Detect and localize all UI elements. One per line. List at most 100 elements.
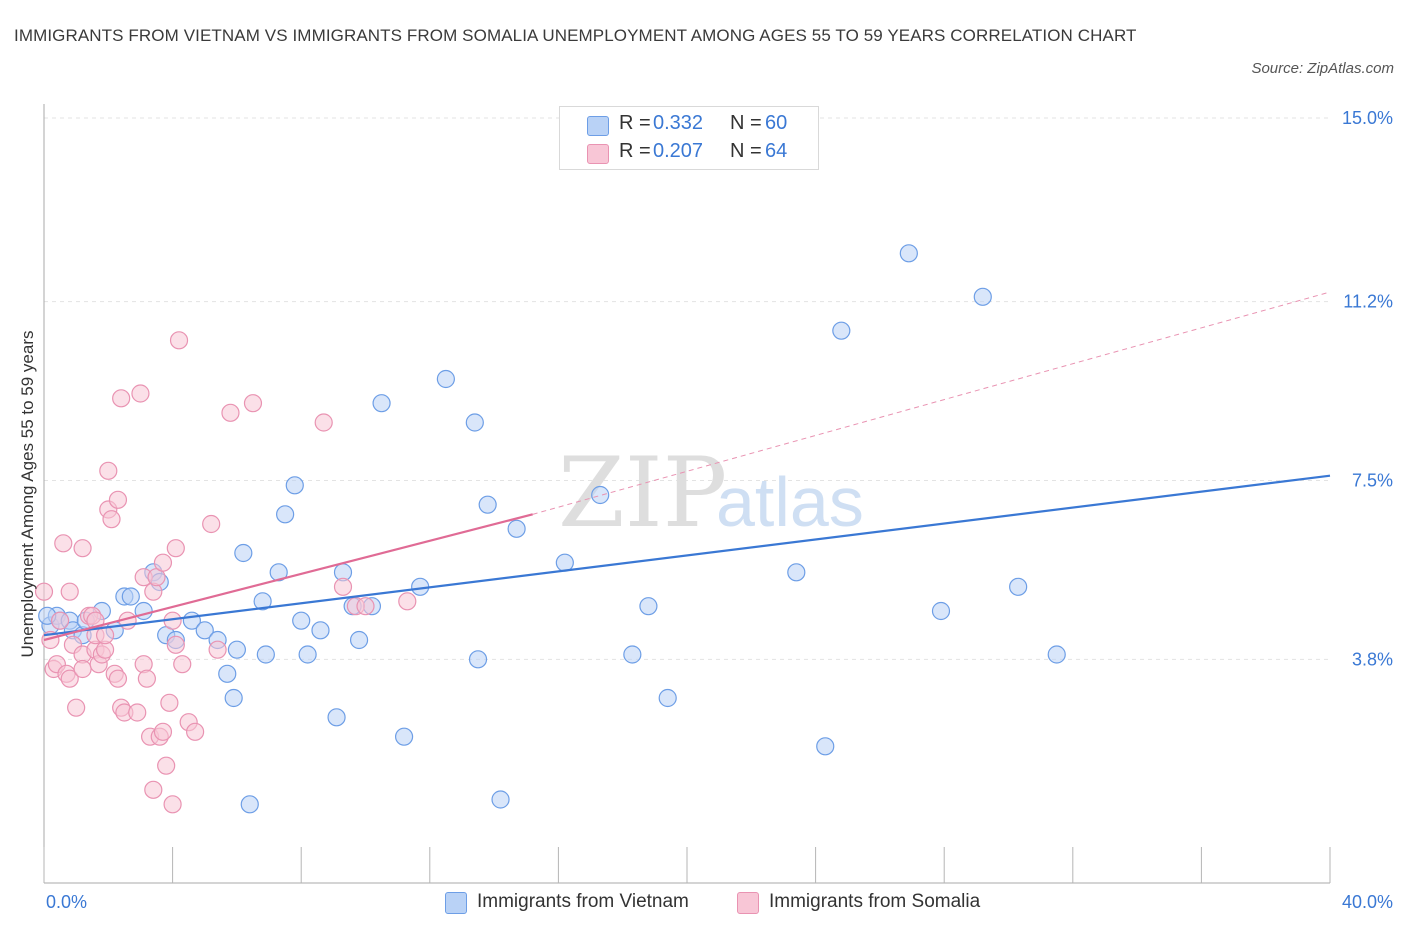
somalia-point — [169, 331, 189, 350]
somalia-point — [108, 490, 128, 509]
somalia-point — [221, 403, 240, 422]
vietnam-point — [311, 621, 330, 640]
vietnam-point — [253, 592, 272, 611]
somalia-point — [137, 669, 156, 688]
r-label: R = — [619, 112, 651, 134]
somalia-swatch — [737, 892, 759, 914]
stats-row-somalia: R = 0.207 N = 64 — [560, 138, 818, 166]
vietnam-point — [285, 476, 304, 495]
chart-title: IMMIGRANTS FROM VIETNAM VS IMMIGRANTS FR… — [14, 26, 1137, 45]
somalia-point — [243, 394, 263, 413]
r-value: 0.332 — [653, 112, 704, 134]
y-tick-label: 15.0% — [1342, 108, 1393, 128]
somalia-point — [54, 534, 73, 553]
somalia-point — [398, 592, 417, 611]
somalia-point — [34, 582, 54, 601]
somalia-point — [314, 413, 333, 432]
vietnam-point — [507, 519, 526, 538]
r-value: 0.207 — [653, 140, 704, 162]
n-value: 60 — [765, 112, 788, 134]
vietnam-point — [658, 688, 677, 708]
somalia-trend-line — [43, 513, 533, 642]
vietnam-point — [276, 505, 295, 524]
vietnam-point — [327, 708, 346, 727]
somalia-point — [153, 722, 173, 741]
vietnam-point — [465, 413, 484, 432]
vietnam-point — [816, 737, 835, 756]
somalia-point — [153, 553, 173, 572]
somalia-point — [333, 577, 353, 596]
vietnam-point — [491, 790, 510, 809]
somalia-point — [50, 611, 70, 630]
somalia-point — [73, 659, 92, 679]
y-tick-label: 7.5% — [1352, 471, 1393, 491]
vietnam-point — [899, 244, 918, 263]
stats-row-vietnam: R = 0.332 N = 60 — [560, 110, 818, 138]
y-tick-label: 3.8% — [1352, 649, 1393, 669]
somalia-point — [99, 461, 118, 480]
somalia-point — [166, 635, 185, 654]
vietnam-point — [931, 601, 951, 621]
somalia-point — [102, 510, 121, 529]
somalia-point — [128, 703, 147, 722]
vietnam-point — [218, 664, 237, 683]
somalia-point — [108, 669, 128, 688]
series-legend: Immigrants from Vietnam Immigrants from … — [0, 889, 1406, 917]
vietnam-point — [1047, 645, 1066, 664]
somalia-swatch — [587, 144, 609, 164]
somalia-point — [60, 582, 79, 601]
grid-lines — [44, 117, 1330, 660]
somalia-point — [60, 669, 79, 688]
tick-labels: 3.8% 7.5% 11.2% 15.0% 0.0% 40.0% — [46, 108, 1393, 912]
vietnam-point — [468, 650, 488, 669]
vietnam-point — [639, 597, 658, 616]
x-tick-label: 40.0% — [1342, 892, 1393, 912]
x-tick-label: 0.0% — [46, 892, 87, 912]
vietnam-point — [973, 287, 992, 306]
vietnam-point — [372, 394, 391, 413]
vietnam-point — [436, 369, 455, 389]
vietnam-swatch — [587, 116, 609, 136]
r-label: R = — [619, 140, 651, 162]
vietnam-point — [227, 640, 246, 659]
vietnam-trend-line — [43, 474, 1331, 637]
n-label: N = — [730, 140, 762, 162]
y-tick-label: 11.2% — [1343, 292, 1393, 312]
legend-label: Immigrants from Vietnam — [477, 891, 689, 912]
vietnam-point — [240, 795, 259, 814]
n-value: 64 — [765, 140, 788, 162]
vietnam-point — [1009, 577, 1028, 596]
vietnam-point — [234, 543, 253, 563]
watermark: ZIP atlas — [558, 437, 864, 549]
vietnam-point — [224, 688, 243, 708]
trend-lines — [43, 291, 1331, 642]
legend-label: Immigrants from Somalia — [769, 891, 981, 912]
n-label: N = — [730, 112, 762, 134]
somalia-point — [163, 795, 182, 814]
y-axis-label: Unemployment Among Ages 55 to 59 years — [18, 331, 37, 658]
axes — [43, 104, 1331, 884]
somalia-point — [131, 384, 150, 403]
vietnam-point — [394, 727, 414, 746]
somalia-point — [67, 698, 86, 717]
vietnam-point — [349, 630, 369, 650]
data-points — [34, 244, 1066, 814]
vietnam-point — [195, 621, 214, 640]
somalia-point — [202, 514, 221, 534]
vietnam-point — [478, 495, 497, 514]
somalia-point — [160, 693, 179, 712]
somalia-point — [73, 539, 92, 558]
vietnam-point — [256, 645, 275, 664]
somalia-point — [356, 597, 375, 616]
vietnam-point — [787, 563, 806, 582]
somalia-point — [208, 640, 227, 659]
watermark-zip: ZIP — [558, 437, 727, 549]
somalia-point — [144, 780, 163, 799]
vietnam-point — [269, 563, 288, 582]
vietnam-swatch — [445, 892, 467, 914]
somalia-point — [166, 539, 185, 558]
watermark-atlas: atlas — [716, 463, 864, 541]
somalia-point — [186, 722, 205, 741]
somalia-point — [173, 655, 192, 674]
